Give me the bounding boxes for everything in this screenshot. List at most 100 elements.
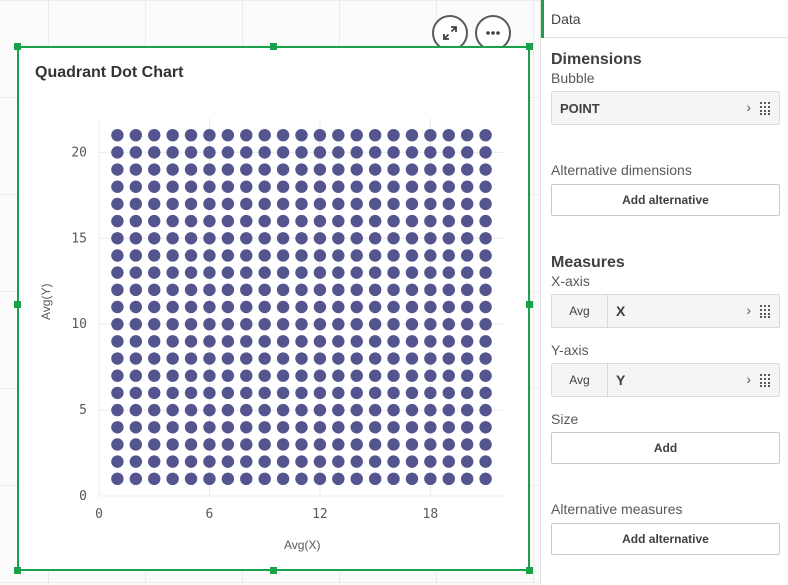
data-point[interactable] [240,283,253,297]
data-point[interactable] [350,146,363,159]
data-point[interactable] [368,180,382,193]
data-point[interactable] [221,438,235,451]
data-point[interactable] [203,197,216,211]
data-point[interactable] [313,386,327,400]
data-point[interactable] [460,472,474,486]
data-point[interactable] [203,128,216,142]
data-point[interactable] [387,455,400,468]
data-point[interactable] [387,266,400,279]
scatter-plot[interactable]: 0 6 12 18 0 5 10 15 20 [19,48,528,569]
data-point[interactable] [129,163,143,176]
data-point[interactable] [350,249,363,262]
data-point[interactable] [240,472,253,486]
data-point[interactable] [240,214,253,228]
data-point[interactable] [387,283,400,297]
data-point[interactable] [111,283,124,297]
data-point[interactable] [166,197,179,211]
data-point[interactable] [479,317,492,331]
data-point[interactable] [240,197,253,211]
data-point[interactable] [221,283,235,297]
data-point[interactable] [240,403,253,417]
data-point[interactable] [203,335,216,348]
data-point[interactable] [479,300,492,314]
data-point[interactable] [258,249,271,262]
data-point[interactable] [295,369,308,382]
data-point[interactable] [184,335,198,348]
data-point[interactable] [184,386,198,400]
data-point[interactable] [129,266,143,279]
data-point[interactable] [148,352,161,365]
data-point[interactable] [148,128,161,142]
data-point[interactable] [460,421,474,434]
aggregation-y[interactable]: Avg [552,364,608,396]
data-point[interactable] [240,421,253,434]
data-point[interactable] [332,455,345,468]
data-point[interactable] [387,369,400,382]
data-point[interactable] [203,386,216,400]
data-point[interactable] [313,214,327,228]
data-point[interactable] [313,300,327,314]
data-point[interactable] [203,214,216,228]
data-point[interactable] [148,249,161,262]
data-point[interactable] [166,438,179,451]
data-point[interactable] [460,317,474,331]
data-point[interactable] [460,300,474,314]
data-point[interactable] [184,369,198,382]
data-point[interactable] [313,369,327,382]
data-point[interactable] [276,300,290,314]
data-point[interactable] [276,438,290,451]
data-point[interactable] [387,472,400,486]
data-point[interactable] [442,472,455,486]
data-point[interactable] [479,386,492,400]
data-point[interactable] [424,197,437,211]
data-point[interactable] [148,197,161,211]
data-point[interactable] [111,180,124,193]
data-point[interactable] [258,283,271,297]
data-point[interactable] [332,128,345,142]
data-point[interactable] [479,197,492,211]
drag-handle-icon[interactable] [760,374,770,387]
data-point[interactable] [387,438,400,451]
data-point[interactable] [240,163,253,176]
data-point[interactable] [350,421,363,434]
data-point[interactable] [129,455,143,468]
data-point[interactable] [350,180,363,193]
data-point[interactable] [221,455,235,468]
data-point[interactable] [368,403,382,417]
data-point[interactable] [129,335,143,348]
data-point[interactable] [313,335,327,348]
data-point[interactable] [295,455,308,468]
data-point[interactable] [295,421,308,434]
data-point[interactable] [460,386,474,400]
data-point[interactable] [313,283,327,297]
data-point[interactable] [148,335,161,348]
measure-field-y[interactable]: Avg Y › [551,363,780,397]
add-alternative-measure-button[interactable]: Add alternative [551,523,780,555]
data-point[interactable] [184,214,198,228]
data-point[interactable] [368,232,382,245]
data-point[interactable] [111,146,124,159]
data-point[interactable] [479,369,492,382]
data-point[interactable] [184,317,198,331]
data-point[interactable] [111,214,124,228]
data-point[interactable] [148,232,161,245]
data-point[interactable] [368,455,382,468]
data-point[interactable] [295,438,308,451]
data-point[interactable] [442,300,455,314]
data-point[interactable] [184,283,198,297]
data-point[interactable] [424,146,437,159]
data-point[interactable] [203,300,216,314]
data-point[interactable] [460,249,474,262]
data-point[interactable] [442,249,455,262]
data-point[interactable] [424,352,437,365]
data-point[interactable] [203,455,216,468]
data-point[interactable] [148,421,161,434]
data-point[interactable] [479,266,492,279]
data-point[interactable] [442,128,455,142]
resize-handle-tl[interactable] [14,43,21,50]
data-point[interactable] [313,352,327,365]
data-point[interactable] [424,421,437,434]
data-point[interactable] [258,421,271,434]
data-point[interactable] [240,317,253,331]
data-point[interactable] [350,386,363,400]
